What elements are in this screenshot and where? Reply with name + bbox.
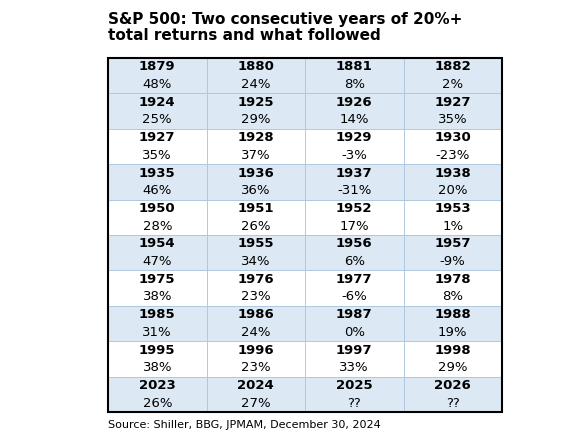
Text: 34%: 34% bbox=[241, 255, 271, 268]
Text: 1881: 1881 bbox=[336, 60, 373, 73]
Text: 23%: 23% bbox=[241, 291, 271, 304]
Text: 14%: 14% bbox=[340, 114, 369, 127]
Text: 1997: 1997 bbox=[336, 344, 372, 357]
Text: 1879: 1879 bbox=[139, 60, 175, 73]
Text: -23%: -23% bbox=[435, 149, 470, 162]
Text: 24%: 24% bbox=[241, 326, 271, 339]
Text: 1987: 1987 bbox=[336, 308, 373, 321]
Text: 1956: 1956 bbox=[336, 237, 373, 250]
Text: 24%: 24% bbox=[241, 78, 271, 91]
Text: 1930: 1930 bbox=[434, 131, 471, 144]
Text: 2%: 2% bbox=[442, 78, 463, 91]
Text: 1%: 1% bbox=[442, 219, 463, 232]
Text: 1929: 1929 bbox=[336, 131, 372, 144]
Text: 1957: 1957 bbox=[434, 237, 471, 250]
Text: 1937: 1937 bbox=[336, 167, 373, 180]
Text: 26%: 26% bbox=[143, 396, 172, 409]
Text: 29%: 29% bbox=[438, 361, 468, 374]
Text: 0%: 0% bbox=[343, 326, 365, 339]
Text: Source: Shiller, BBG, JPMAM, December 30, 2024: Source: Shiller, BBG, JPMAM, December 30… bbox=[108, 420, 381, 430]
Text: 8%: 8% bbox=[442, 291, 463, 304]
Text: -31%: -31% bbox=[337, 184, 372, 197]
Text: 27%: 27% bbox=[241, 396, 271, 409]
Text: 1925: 1925 bbox=[237, 96, 274, 109]
Text: 38%: 38% bbox=[143, 361, 172, 374]
Text: S&P 500: Two consecutive years of 20%+: S&P 500: Two consecutive years of 20%+ bbox=[108, 12, 462, 27]
Text: 1935: 1935 bbox=[139, 167, 175, 180]
Text: 33%: 33% bbox=[340, 361, 369, 374]
Text: 29%: 29% bbox=[241, 114, 271, 127]
Text: 1953: 1953 bbox=[434, 202, 471, 215]
Text: 1928: 1928 bbox=[237, 131, 274, 144]
Text: 19%: 19% bbox=[438, 326, 468, 339]
Text: 1927: 1927 bbox=[434, 96, 471, 109]
Text: 28%: 28% bbox=[143, 219, 172, 232]
Text: 2023: 2023 bbox=[139, 379, 175, 392]
Text: -6%: -6% bbox=[341, 291, 367, 304]
Text: 8%: 8% bbox=[343, 78, 365, 91]
Text: ??: ?? bbox=[347, 396, 361, 409]
Text: 17%: 17% bbox=[340, 219, 369, 232]
Text: -3%: -3% bbox=[341, 149, 367, 162]
Text: 38%: 38% bbox=[143, 291, 172, 304]
Text: 1938: 1938 bbox=[434, 167, 471, 180]
Text: 26%: 26% bbox=[241, 219, 271, 232]
Text: 1882: 1882 bbox=[434, 60, 471, 73]
Text: 37%: 37% bbox=[241, 149, 271, 162]
Text: 1985: 1985 bbox=[139, 308, 175, 321]
Text: 1927: 1927 bbox=[139, 131, 175, 144]
Text: 35%: 35% bbox=[438, 114, 468, 127]
Text: 1950: 1950 bbox=[139, 202, 175, 215]
Text: 1998: 1998 bbox=[434, 344, 471, 357]
Text: 1926: 1926 bbox=[336, 96, 373, 109]
Text: 1988: 1988 bbox=[434, 308, 471, 321]
Text: 1936: 1936 bbox=[237, 167, 274, 180]
Text: 1976: 1976 bbox=[237, 273, 274, 286]
Text: 1924: 1924 bbox=[139, 96, 175, 109]
Text: 1951: 1951 bbox=[237, 202, 274, 215]
Text: 1978: 1978 bbox=[434, 273, 471, 286]
Text: 25%: 25% bbox=[143, 114, 172, 127]
Text: 1954: 1954 bbox=[139, 237, 175, 250]
Text: 2024: 2024 bbox=[237, 379, 274, 392]
Text: 23%: 23% bbox=[241, 361, 271, 374]
Text: 47%: 47% bbox=[143, 255, 172, 268]
Text: 1977: 1977 bbox=[336, 273, 372, 286]
Text: 46%: 46% bbox=[143, 184, 172, 197]
Text: ??: ?? bbox=[446, 396, 460, 409]
Text: 48%: 48% bbox=[143, 78, 172, 91]
Text: 20%: 20% bbox=[438, 184, 468, 197]
Text: total returns and what followed: total returns and what followed bbox=[108, 28, 381, 43]
Text: 1880: 1880 bbox=[237, 60, 274, 73]
Text: 1986: 1986 bbox=[237, 308, 274, 321]
Text: 1996: 1996 bbox=[237, 344, 274, 357]
Text: 1952: 1952 bbox=[336, 202, 372, 215]
Text: 2026: 2026 bbox=[434, 379, 471, 392]
Text: 31%: 31% bbox=[143, 326, 172, 339]
Text: 1955: 1955 bbox=[237, 237, 274, 250]
Text: 1975: 1975 bbox=[139, 273, 175, 286]
Text: 36%: 36% bbox=[241, 184, 271, 197]
Text: 35%: 35% bbox=[143, 149, 172, 162]
Text: 6%: 6% bbox=[343, 255, 365, 268]
Text: -9%: -9% bbox=[440, 255, 466, 268]
Text: 1995: 1995 bbox=[139, 344, 175, 357]
Text: 2025: 2025 bbox=[336, 379, 373, 392]
